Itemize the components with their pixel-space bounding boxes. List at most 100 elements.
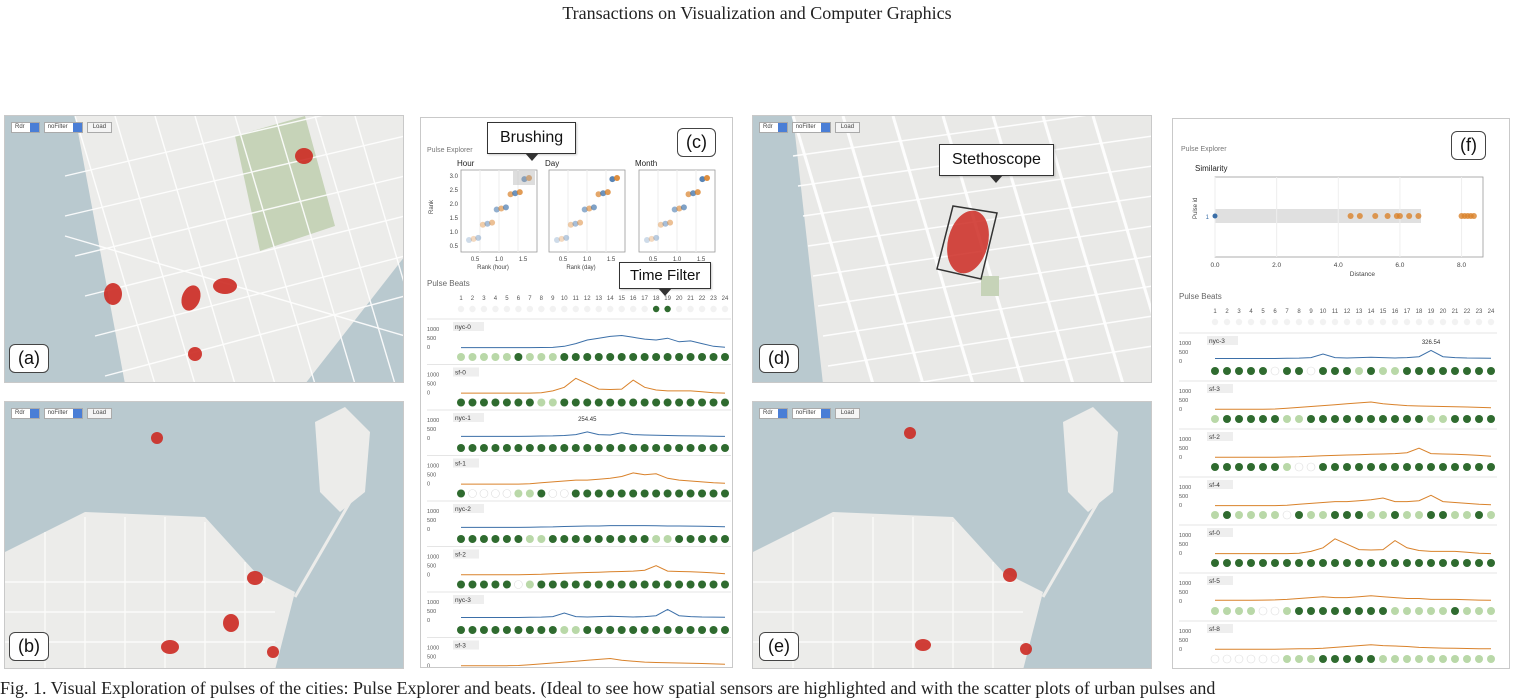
hour-dot <box>583 444 592 452</box>
hudson-river <box>5 116 125 382</box>
hour-dot <box>629 535 638 543</box>
hour-dot <box>1270 654 1280 664</box>
hour-dot <box>514 444 523 452</box>
hour-dot <box>1463 511 1471 519</box>
hour-dot <box>606 626 615 634</box>
panel-label-f: (f) <box>1451 131 1486 160</box>
hour-dot <box>1259 415 1267 423</box>
hour-dot <box>1211 463 1219 471</box>
hour-filter-dot <box>629 305 637 313</box>
hour-filter-dot <box>1259 318 1267 326</box>
series-line-sf-3 <box>461 657 726 667</box>
load-button[interactable]: Load <box>834 122 861 133</box>
map-panel-e[interactable]: Rdr noFilter Load (e) <box>752 401 1152 669</box>
hour-dot <box>1367 463 1375 471</box>
map-controls: Rdr noFilter Load <box>11 408 113 419</box>
filter-select[interactable]: noFilter <box>43 122 83 133</box>
central-park <box>235 116 335 251</box>
hour-dot <box>479 489 489 498</box>
y-tick-label: 500 <box>1179 494 1188 500</box>
scatter-point <box>572 220 579 227</box>
hour-dot <box>1427 607 1435 615</box>
hour-filter-dot <box>1475 318 1483 326</box>
scatter-point <box>558 235 565 242</box>
hour-dot <box>1247 415 1255 423</box>
hour-dot <box>583 626 592 634</box>
scatter-point <box>680 204 687 211</box>
scatter-title: Hour <box>457 159 475 168</box>
hour-label: 4 <box>494 296 498 302</box>
hour-dot <box>1223 607 1231 615</box>
layer-select[interactable]: Rdr <box>759 408 788 419</box>
row-name: sf-5 <box>1209 578 1220 585</box>
y-axis-label: Pulse id <box>1193 198 1199 219</box>
hour-dot <box>1427 655 1435 663</box>
x-tick-label: 0.5 <box>559 257 568 263</box>
hour-dot <box>1319 463 1327 471</box>
filter-select[interactable]: noFilter <box>791 122 831 133</box>
hour-label: 1 <box>1213 309 1217 315</box>
hour-dot <box>709 580 718 589</box>
y-tick-label: 1 <box>1206 215 1210 221</box>
hour-dot <box>675 626 684 634</box>
hour-dot <box>1475 463 1483 471</box>
layer-select[interactable]: Rdr <box>11 408 40 419</box>
scatter-point <box>671 206 678 213</box>
hour-label: 8 <box>540 296 544 302</box>
scatter-point <box>475 234 482 241</box>
row-name-bg <box>453 367 479 377</box>
hour-dot <box>468 535 477 543</box>
hour-dot <box>571 626 580 634</box>
series-line-nyc-2 <box>461 525 726 528</box>
scatter-point <box>577 219 584 226</box>
y-tick-label: 500 <box>1179 446 1188 452</box>
layer-select[interactable]: Rdr <box>759 122 788 133</box>
y-tick-label: 0 <box>1179 599 1182 605</box>
hour-dot <box>709 353 718 361</box>
hour-dot <box>1319 559 1327 567</box>
hour-dot <box>594 353 603 361</box>
map-panel-b[interactable]: Rdr noFilter Load (b) <box>4 401 404 669</box>
hour-dot <box>1475 415 1483 423</box>
hour-filter-dot <box>641 305 648 313</box>
hour-label: 10 <box>1320 309 1327 315</box>
filter-select[interactable]: noFilter <box>43 408 83 419</box>
similarity-point <box>1356 213 1363 219</box>
hour-dot <box>1367 415 1375 423</box>
hour-filter-dot <box>1319 318 1327 326</box>
load-button[interactable]: Load <box>834 408 861 419</box>
hour-dot <box>1415 367 1423 375</box>
hour-dot <box>652 626 661 634</box>
hour-filter-dot <box>1439 318 1447 326</box>
hour-dot <box>698 353 707 361</box>
layer-select[interactable]: Rdr <box>11 122 40 133</box>
hour-dot <box>583 580 592 589</box>
load-button[interactable]: Load <box>86 122 113 133</box>
series-line-sf-3 <box>1215 401 1492 410</box>
scatter-point <box>694 189 701 196</box>
hour-dot <box>1331 367 1339 375</box>
hour-dot <box>1223 367 1231 375</box>
scatter-title: Day <box>545 159 559 168</box>
filter-select[interactable]: noFilter <box>791 408 831 419</box>
map-panel-d[interactable]: Rdr noFilter Load Stethoscope (d) <box>752 115 1152 383</box>
hour-dot <box>571 580 580 589</box>
load-button[interactable]: Load <box>86 408 113 419</box>
x-tick-label: 0.5 <box>649 257 658 263</box>
hour-dot <box>537 626 546 634</box>
hour-dot <box>525 489 534 498</box>
y-tick-label: 0 <box>427 573 430 579</box>
hour-dot <box>560 626 569 634</box>
hour-dot <box>1451 607 1459 615</box>
map-panel-a[interactable]: Rdr noFilter Load (a) <box>4 115 404 383</box>
y-tick-label: 0 <box>427 482 430 488</box>
hour-filter-dot <box>469 305 476 313</box>
hour-dot <box>663 398 672 407</box>
hour-dot <box>1294 462 1304 472</box>
hour-dot <box>1475 367 1483 375</box>
sf-map-e <box>753 402 1151 668</box>
similarity-point <box>1347 213 1354 219</box>
row-name: sf-0 <box>455 370 466 377</box>
hour-dot <box>1270 366 1280 376</box>
hour-label: 14 <box>607 296 614 302</box>
